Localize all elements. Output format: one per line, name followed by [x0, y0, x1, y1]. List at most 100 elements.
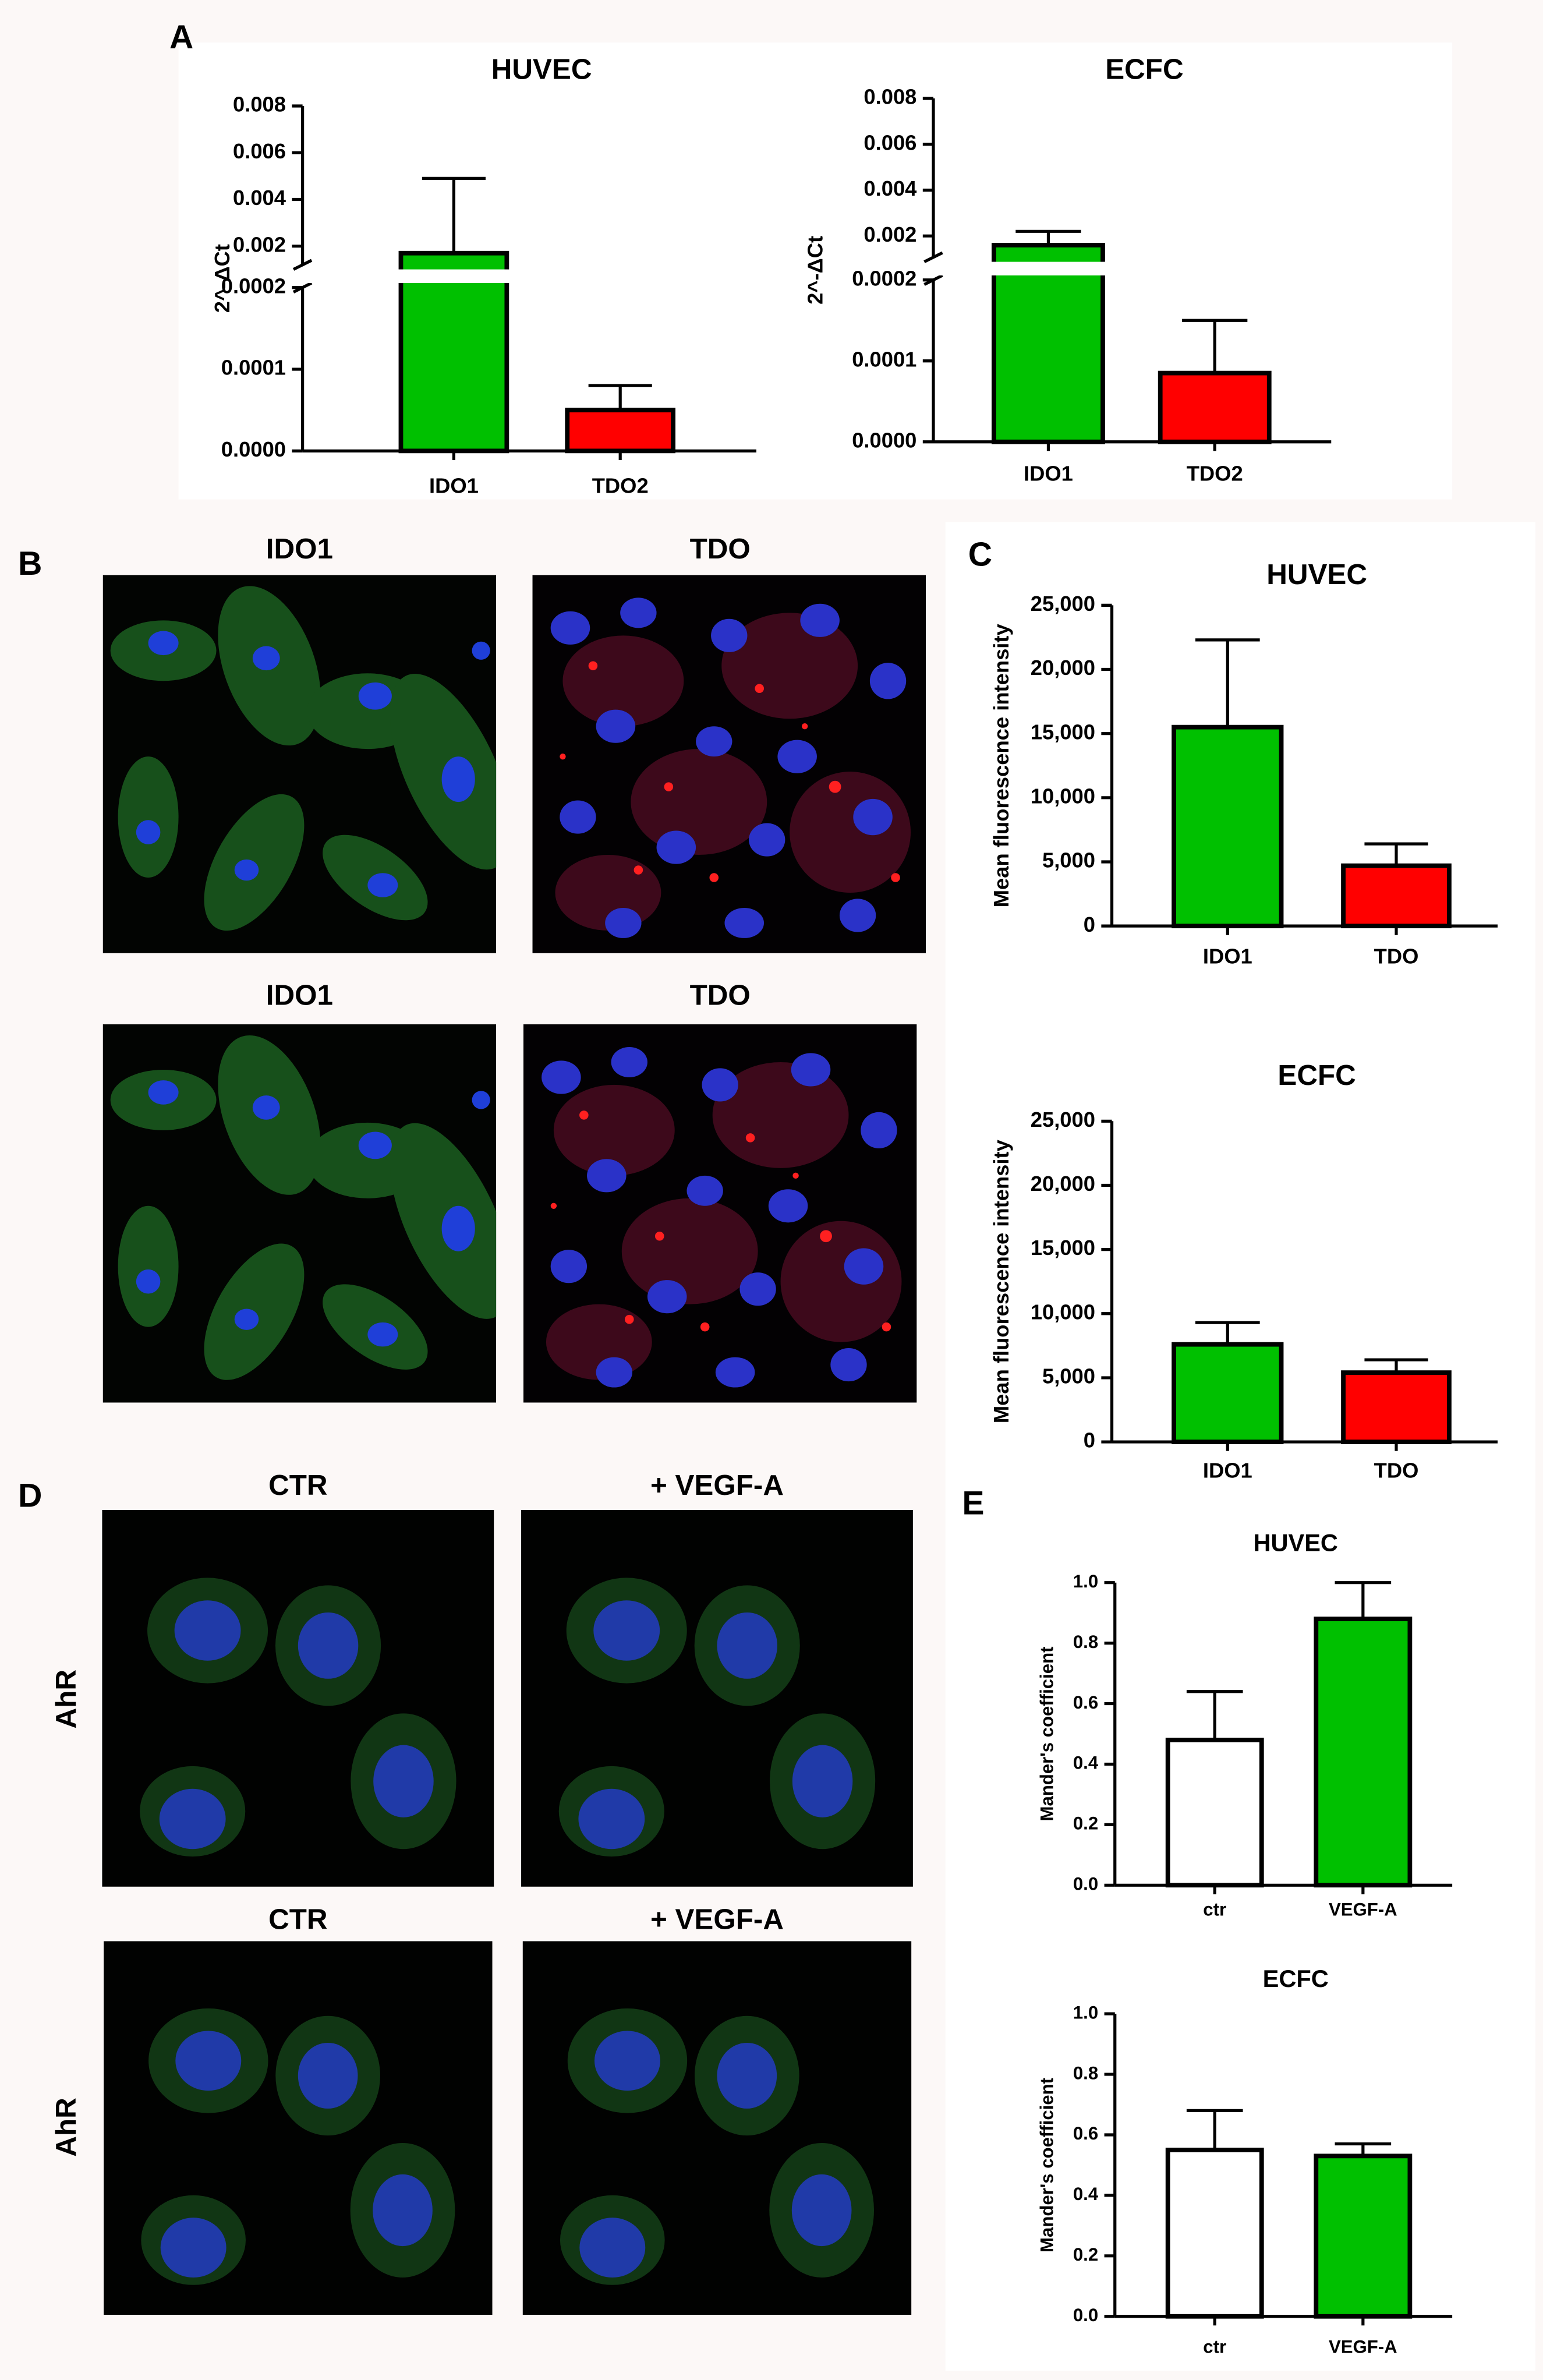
- bar: [1341, 863, 1452, 929]
- y-tick-label: 0.0000: [221, 437, 286, 461]
- x-tick-label: VEGF-A: [1329, 2337, 1397, 2357]
- chart-title: HUVEC: [491, 53, 592, 85]
- image-title: + VEGF-A: [650, 1469, 784, 1501]
- y-tick-label: 5,000: [1042, 1364, 1095, 1388]
- x-tick-label: TDO: [1374, 944, 1419, 968]
- x-tick-label: IDO1: [1203, 944, 1252, 968]
- y-tick-label: 0.006: [863, 130, 916, 154]
- micrograph: [521, 1509, 913, 1887]
- y-tick-label: 0.006: [233, 139, 286, 163]
- y-tick-label: 0.8: [1073, 2063, 1098, 2083]
- y-tick-label: 5,000: [1042, 848, 1095, 872]
- y-tick-label: 0.002: [233, 232, 286, 256]
- micrograph: [532, 575, 926, 953]
- y-tick-label: 0.008: [233, 93, 286, 116]
- y-tick-label: 0.0002: [221, 274, 286, 298]
- y-axis-label: Mander's coefficient: [1037, 2078, 1057, 2252]
- y-axis-label: Mean fluorescence intensity: [989, 1139, 1013, 1423]
- chart-title: ECFC: [1105, 53, 1183, 85]
- axis-break: [292, 259, 313, 271]
- y-axis-label: Mander's coefficient: [1037, 1646, 1057, 1821]
- y-tick-label: 0.0: [1073, 2305, 1098, 2325]
- bar: [1165, 2148, 1264, 2319]
- image-title: IDO1: [266, 979, 333, 1011]
- x-tick-label: TDO: [1374, 1459, 1419, 1483]
- chart-title: HUVEC: [1254, 1529, 1338, 1557]
- bar: [1314, 2153, 1413, 2319]
- image-title: CTR: [268, 1904, 327, 1936]
- y-tick-label: 10,000: [1031, 1300, 1095, 1324]
- panel-label: E: [962, 1484, 984, 1522]
- micrograph: [104, 1941, 493, 2315]
- micrograph: [102, 575, 497, 953]
- y-tick-label: 0.2: [1073, 1813, 1098, 1834]
- x-tick-label: ctr: [1203, 1900, 1226, 1920]
- axis-break: [923, 251, 943, 263]
- y-tick-label: 0.0000: [852, 428, 916, 452]
- y-tick-label: 1.0: [1073, 1571, 1098, 1592]
- micrograph: [522, 1941, 912, 2315]
- panel-label: A: [169, 19, 193, 56]
- y-axis-label: 2^-ΔCt: [210, 244, 234, 313]
- y-tick-label: 15,000: [1031, 720, 1095, 744]
- image-title: CTR: [268, 1469, 327, 1501]
- y-axis-label: 2^-ΔCt: [804, 236, 827, 305]
- y-axis-label: Mean fluorescence intensity: [989, 623, 1013, 907]
- y-tick-label: 0.0002: [852, 266, 916, 290]
- bar: [1158, 370, 1272, 444]
- y-tick-label: 0: [1084, 913, 1095, 936]
- bar: [565, 408, 676, 454]
- axis-break-gap: [307, 269, 757, 283]
- bar: [1341, 1370, 1452, 1444]
- x-tick-label: IDO1: [429, 473, 479, 497]
- axis-break: [292, 281, 313, 293]
- y-tick-label: 0.0001: [221, 356, 286, 380]
- row-label: AhR: [50, 2098, 82, 2156]
- y-tick-label: 0.2: [1073, 2244, 1098, 2265]
- y-tick-label: 0.4: [1073, 1753, 1099, 1773]
- y-tick-label: 0.0001: [852, 347, 916, 371]
- panel-label: B: [18, 545, 42, 582]
- bar: [1172, 724, 1284, 929]
- y-tick-label: 0.004: [233, 186, 286, 210]
- axis-break-gap: [937, 261, 1332, 275]
- y-tick-label: 0.4: [1073, 2184, 1099, 2204]
- image-title: TDO: [690, 979, 751, 1011]
- bar: [1165, 1737, 1264, 1888]
- panel-label: C: [968, 536, 992, 573]
- x-tick-label: TDO2: [1187, 462, 1243, 486]
- panel-label: D: [18, 1477, 42, 1514]
- y-tick-label: 0.0: [1073, 1874, 1098, 1894]
- image-title: + VEGF-A: [650, 1904, 784, 1936]
- row-label: AhR: [50, 1670, 82, 1728]
- x-tick-label: IDO1: [1024, 462, 1073, 486]
- y-tick-label: 0.008: [863, 85, 916, 109]
- x-tick-label: TDO2: [592, 473, 649, 497]
- y-tick-label: 0.6: [1073, 2123, 1098, 2144]
- y-tick-label: 0: [1084, 1428, 1095, 1452]
- axis-break: [923, 274, 943, 286]
- y-tick-label: 20,000: [1031, 656, 1095, 680]
- x-tick-label: ctr: [1203, 2337, 1226, 2357]
- bar: [1172, 1342, 1284, 1444]
- y-tick-label: 25,000: [1031, 1108, 1095, 1131]
- image-title: IDO1: [266, 533, 333, 565]
- x-tick-label: VEGF-A: [1329, 1900, 1397, 1920]
- micrograph: [102, 1509, 494, 1887]
- micrograph: [102, 1024, 497, 1403]
- bar: [398, 250, 509, 454]
- chart-title: HUVEC: [1266, 558, 1367, 590]
- y-tick-label: 0.004: [863, 176, 917, 200]
- y-tick-label: 25,000: [1031, 592, 1095, 616]
- bar: [1314, 1617, 1413, 1888]
- image-title: TDO: [690, 533, 751, 565]
- y-tick-label: 0.6: [1073, 1692, 1098, 1713]
- x-tick-label: IDO1: [1203, 1459, 1252, 1483]
- chart-title: ECFC: [1263, 1965, 1329, 1992]
- y-tick-label: 1.0: [1073, 2002, 1098, 2022]
- chart-title: ECFC: [1277, 1059, 1356, 1091]
- y-tick-label: 20,000: [1031, 1172, 1095, 1196]
- y-tick-label: 15,000: [1031, 1236, 1095, 1260]
